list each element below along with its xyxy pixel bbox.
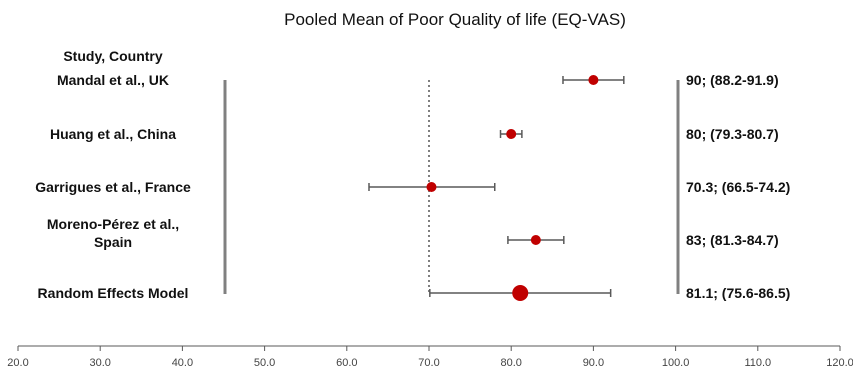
estimate-value-label: 80; (79.3-80.7) — [686, 126, 779, 142]
x-tick-label: 80.0 — [500, 357, 521, 369]
study-label: Random Effects Model — [38, 285, 189, 301]
point-estimate — [588, 75, 599, 85]
column-header: Study, Country — [63, 48, 163, 64]
study-label: Huang et al., China — [50, 126, 176, 142]
point-estimate — [506, 129, 517, 139]
pooled-point — [512, 285, 529, 301]
x-tick-label: 50.0 — [254, 357, 275, 369]
study-row: Moreno-Pérez et al., Spain 83; (81.3-84.7) — [47, 216, 779, 250]
x-tick-label: 30.0 — [89, 357, 110, 369]
estimate-value-label: 81.1; (75.6-86.5) — [686, 285, 790, 301]
point-estimate — [530, 235, 541, 245]
x-tick-label: 40.0 — [172, 357, 193, 369]
x-tick-label: 20.0 — [7, 357, 28, 369]
study-row: Huang et al., China 80; (79.3-80.7) — [50, 126, 779, 142]
pooled-estimate-row: Random Effects Model 81.1; (75.6-86.5) — [38, 285, 790, 301]
estimate-value-label: 83; (81.3-84.7) — [686, 232, 779, 248]
x-tick-label: 100.0 — [662, 357, 690, 369]
x-tick-label: 120.0 — [826, 357, 853, 369]
study-row: Garrigues et al., France 70.3; (66.5-74.2… — [35, 179, 790, 195]
x-tick-label: 60.0 — [336, 357, 357, 369]
estimate-value-label: 90; (88.2-91.9) — [686, 72, 779, 88]
study-label: Mandal et al., UK — [57, 72, 169, 88]
chart-title: Pooled Mean of Poor Quality of life (EQ-… — [284, 10, 626, 29]
study-label: Garrigues et al., France — [35, 179, 191, 195]
study-row: Mandal et al., UK 90; (88.2-91.9) — [57, 72, 779, 88]
x-tick-label: 90.0 — [583, 357, 604, 369]
x-axis-ticks: 20.0 30.0 40.0 50.0 60.0 70.0 80.0 90.0 100.0 110… — [7, 346, 853, 369]
estimate-value-label: 70.3; (66.5-74.2) — [686, 179, 790, 195]
point-estimate — [426, 182, 437, 192]
study-label: Moreno-Pérez et al., Spain — [47, 216, 179, 250]
x-tick-label: 110.0 — [744, 357, 771, 369]
study-rows: Mandal et al., UK 90; (88.2-91.9) Huang et… — [35, 72, 790, 301]
x-tick-label: 70.0 — [418, 357, 439, 369]
